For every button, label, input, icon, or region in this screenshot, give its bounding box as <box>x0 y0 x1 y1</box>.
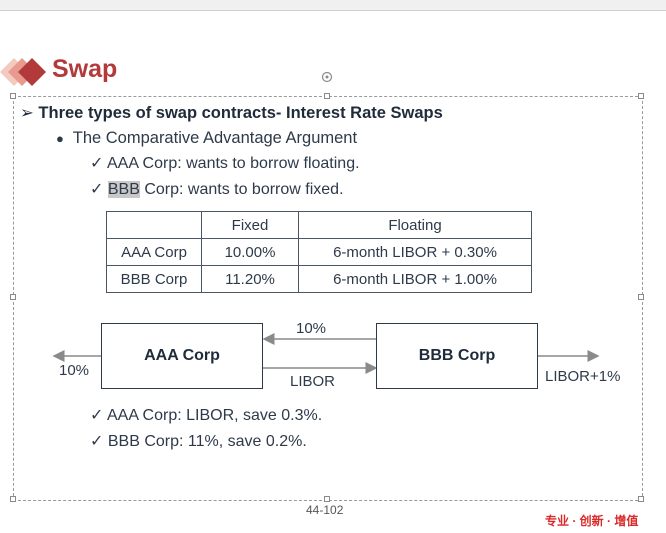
resize-handle-right[interactable] <box>638 294 644 300</box>
dot-bullet-icon: ● <box>56 131 64 146</box>
table-cell: 6-month LIBOR + 0.30% <box>298 238 532 266</box>
flow-label-bottom: LIBOR <box>290 373 336 390</box>
rotate-handle-icon[interactable] <box>321 71 333 83</box>
check-icon: ✓ <box>90 407 104 424</box>
point-bbb-save: ✓ BBB Corp: 11%, save 0.2%. <box>90 431 307 451</box>
highlighted-word[interactable]: BBB <box>107 181 140 198</box>
heading-line: ➢ Three types of swap contracts- Interes… <box>20 103 443 123</box>
point-text: AAA Corp: wants to borrow floating. <box>106 155 360 172</box>
arrow-bullet-icon: ➢ <box>20 104 34 122</box>
resize-handle-left[interactable] <box>10 294 16 300</box>
table-header-cell: Floating <box>298 211 532 239</box>
window-top-bar <box>0 0 666 11</box>
point-text: AAA Corp: LIBOR, save 0.3%. <box>106 407 323 424</box>
slide-title: Swap <box>52 55 118 83</box>
resize-handle-bottom-right[interactable] <box>638 496 644 502</box>
aaa-corp-box: AAA Corp <box>101 323 263 389</box>
check-icon: ✓ <box>90 155 104 172</box>
flow-label-top: 10% <box>296 320 327 337</box>
point-text: Corp: wants to borrow fixed. <box>139 181 344 198</box>
sub-heading-text: The Comparative Advantage Argument <box>72 129 358 147</box>
resize-handle-top-right[interactable] <box>638 93 644 99</box>
table-row: BBB Corp 11.20% 6-month LIBOR + 1.00% <box>106 265 532 293</box>
rates-table: Fixed Floating AAA Corp 10.00% 6-month L… <box>106 211 532 293</box>
point-aaa-save: ✓ AAA Corp: LIBOR, save 0.3%. <box>90 405 322 425</box>
page-number: 44-102 <box>306 503 344 517</box>
table-cell: 11.20% <box>201 265 299 293</box>
diamond-logo-icon <box>0 58 46 86</box>
resize-handle-bottom[interactable] <box>324 496 330 502</box>
point-bbb-wants: ✓ BBB Corp: wants to borrow fixed. <box>90 179 344 199</box>
resize-handle-top-left[interactable] <box>10 93 16 99</box>
heading-text: Three types of swap contracts- Interest … <box>38 104 443 122</box>
point-text: BBB Corp: 11%, save 0.2%. <box>107 433 307 450</box>
bbb-corp-box: BBB Corp <box>376 323 538 389</box>
table-header-cell <box>106 211 202 239</box>
flow-label-right-out: LIBOR+1% <box>545 368 621 385</box>
sub-heading-line: ● The Comparative Advantage Argument <box>56 129 357 148</box>
table-row: AAA Corp 10.00% 6-month LIBOR + 0.30% <box>106 238 532 266</box>
table-cell: 6-month LIBOR + 1.00% <box>298 265 532 293</box>
point-aaa-wants: ✓ AAA Corp: wants to borrow floating. <box>90 153 360 173</box>
check-icon: ✓ <box>90 433 104 450</box>
resize-handle-top[interactable] <box>324 93 330 99</box>
flow-label-left-out: 10% <box>59 362 90 379</box>
brand-slogan: 专业 · 创新 · 增值 <box>545 514 639 528</box>
table-cell: BBB Corp <box>106 265 202 293</box>
resize-handle-bottom-left[interactable] <box>10 496 16 502</box>
check-icon: ✓ <box>90 181 104 198</box>
table-cell: AAA Corp <box>106 238 202 266</box>
